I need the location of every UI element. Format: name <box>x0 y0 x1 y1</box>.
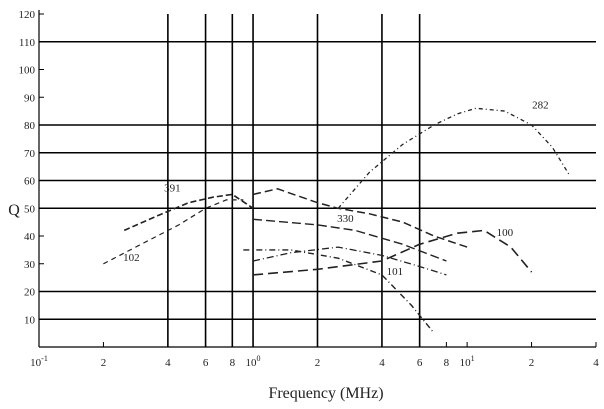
x-tick-label-0.6: 6 <box>203 357 209 369</box>
y-tick-label-20: 20 <box>24 287 36 299</box>
series-group <box>103 107 570 334</box>
y-tick-label-100: 100 <box>19 65 36 77</box>
y-tick-label-70: 70 <box>24 148 36 160</box>
series-label-100: 100 <box>497 227 514 239</box>
x-tick-label-20: 2 <box>529 357 535 369</box>
x-tick-label-10: 101 <box>460 354 475 369</box>
series-label-391: 391 <box>164 183 181 195</box>
series-line-102 <box>103 199 244 265</box>
series-label-330: 330 <box>337 213 354 225</box>
series-label-282: 282 <box>532 99 549 111</box>
series-line-unlabeled-6 <box>252 246 447 276</box>
x-tick-label-0.1: 10-1 <box>30 354 48 369</box>
y-axis-label: Q <box>8 202 20 219</box>
x-tick-label-2: 2 <box>315 357 321 369</box>
x-tick-label-40: 4 <box>593 357 599 369</box>
x-axis-label: Frequency (MHz) <box>268 385 383 402</box>
x-tick-label-0.2: 2 <box>101 357 107 369</box>
y-tick-label-60: 60 <box>24 176 36 188</box>
x-tick-label-0.4: 4 <box>165 357 171 369</box>
y-tick-label-90: 90 <box>24 92 36 104</box>
series-line-unlabeled-4 <box>253 218 447 262</box>
series-line-330 <box>252 188 468 248</box>
y-tick-label-110: 110 <box>19 37 36 49</box>
x-tick-label-6: 6 <box>417 357 423 369</box>
x-tick-label-4: 4 <box>379 357 385 369</box>
series-label-102: 102 <box>123 252 140 264</box>
y-tick-label-10: 10 <box>24 314 36 326</box>
tick-labels: 10 20 30 40 50 60 70 80 90 100 110 120 10-1 2 4 6 8 100 2 4… <box>19 9 600 369</box>
series-line-391 <box>123 193 254 232</box>
y-tick-label-50: 50 <box>24 203 36 215</box>
y-tick-label-30: 30 <box>24 259 36 271</box>
x-tick-label-8: 8 <box>444 357 450 369</box>
series-labels: 102 391 330 282 101 100 <box>123 99 549 278</box>
y-tick-label-40: 40 <box>24 231 36 243</box>
x-tick-label-1: 100 <box>246 354 261 369</box>
y-tick-label-80: 80 <box>24 120 36 132</box>
series-line-101 <box>243 249 435 334</box>
x-tick-label-0.8: 8 <box>230 357 236 369</box>
gridlines <box>39 14 596 347</box>
y-tick-label-120: 120 <box>19 9 36 21</box>
axes <box>38 10 597 348</box>
series-line-100 <box>253 229 533 276</box>
series-line-282 <box>337 107 570 209</box>
series-label-101: 101 <box>387 266 404 278</box>
